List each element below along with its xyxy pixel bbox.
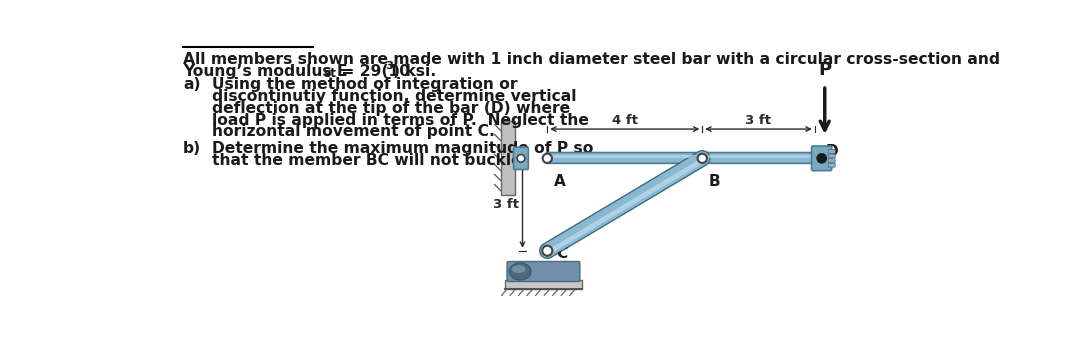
Text: P: P — [819, 61, 832, 79]
FancyBboxPatch shape — [811, 146, 832, 171]
Circle shape — [517, 154, 525, 162]
Text: load P is applied in terms of P.  Neglect the: load P is applied in terms of P. Neglect… — [213, 112, 590, 128]
Text: horizontal movement of point C.: horizontal movement of point C. — [213, 125, 496, 139]
Text: 4 ft: 4 ft — [611, 114, 638, 127]
Ellipse shape — [512, 265, 526, 273]
Ellipse shape — [510, 263, 531, 280]
FancyBboxPatch shape — [507, 261, 580, 281]
Circle shape — [816, 154, 826, 163]
Bar — [504, 280, 582, 289]
Text: b): b) — [183, 141, 201, 156]
Text: 3: 3 — [386, 61, 393, 71]
Text: B: B — [708, 174, 720, 189]
FancyBboxPatch shape — [546, 152, 815, 163]
Bar — [551, 155, 811, 158]
Circle shape — [542, 246, 552, 256]
Text: ) ksi.: ) ksi. — [393, 64, 436, 79]
Text: a): a) — [183, 77, 201, 92]
Text: 3 ft: 3 ft — [494, 198, 519, 211]
Circle shape — [542, 154, 552, 163]
Text: that the member BC will not buckle.: that the member BC will not buckle. — [213, 153, 528, 168]
Text: st: st — [323, 67, 336, 80]
Text: 3 ft: 3 ft — [745, 114, 771, 127]
Text: Determine the maximum magnitude of P so: Determine the maximum magnitude of P so — [213, 141, 594, 156]
Text: Young’s modulus E: Young’s modulus E — [183, 64, 348, 79]
Text: Using the method of integration or: Using the method of integration or — [213, 77, 518, 92]
Text: A: A — [554, 174, 565, 189]
Text: C: C — [556, 246, 568, 260]
FancyBboxPatch shape — [514, 147, 528, 170]
Text: = 29(10: = 29(10 — [336, 64, 409, 79]
Bar — [501, 121, 515, 194]
FancyBboxPatch shape — [828, 154, 835, 158]
Circle shape — [698, 154, 707, 163]
FancyBboxPatch shape — [828, 163, 835, 167]
Text: D: D — [825, 144, 838, 160]
Text: discontinutiy function, determine vertical: discontinutiy function, determine vertic… — [213, 89, 577, 104]
Text: deflection at the tip of the bar (D) where: deflection at the tip of the bar (D) whe… — [213, 100, 570, 116]
FancyBboxPatch shape — [828, 159, 835, 163]
FancyBboxPatch shape — [828, 149, 835, 153]
Text: All members shown are made with 1 inch diameter steel bar with a circular cross-: All members shown are made with 1 inch d… — [183, 52, 1000, 67]
